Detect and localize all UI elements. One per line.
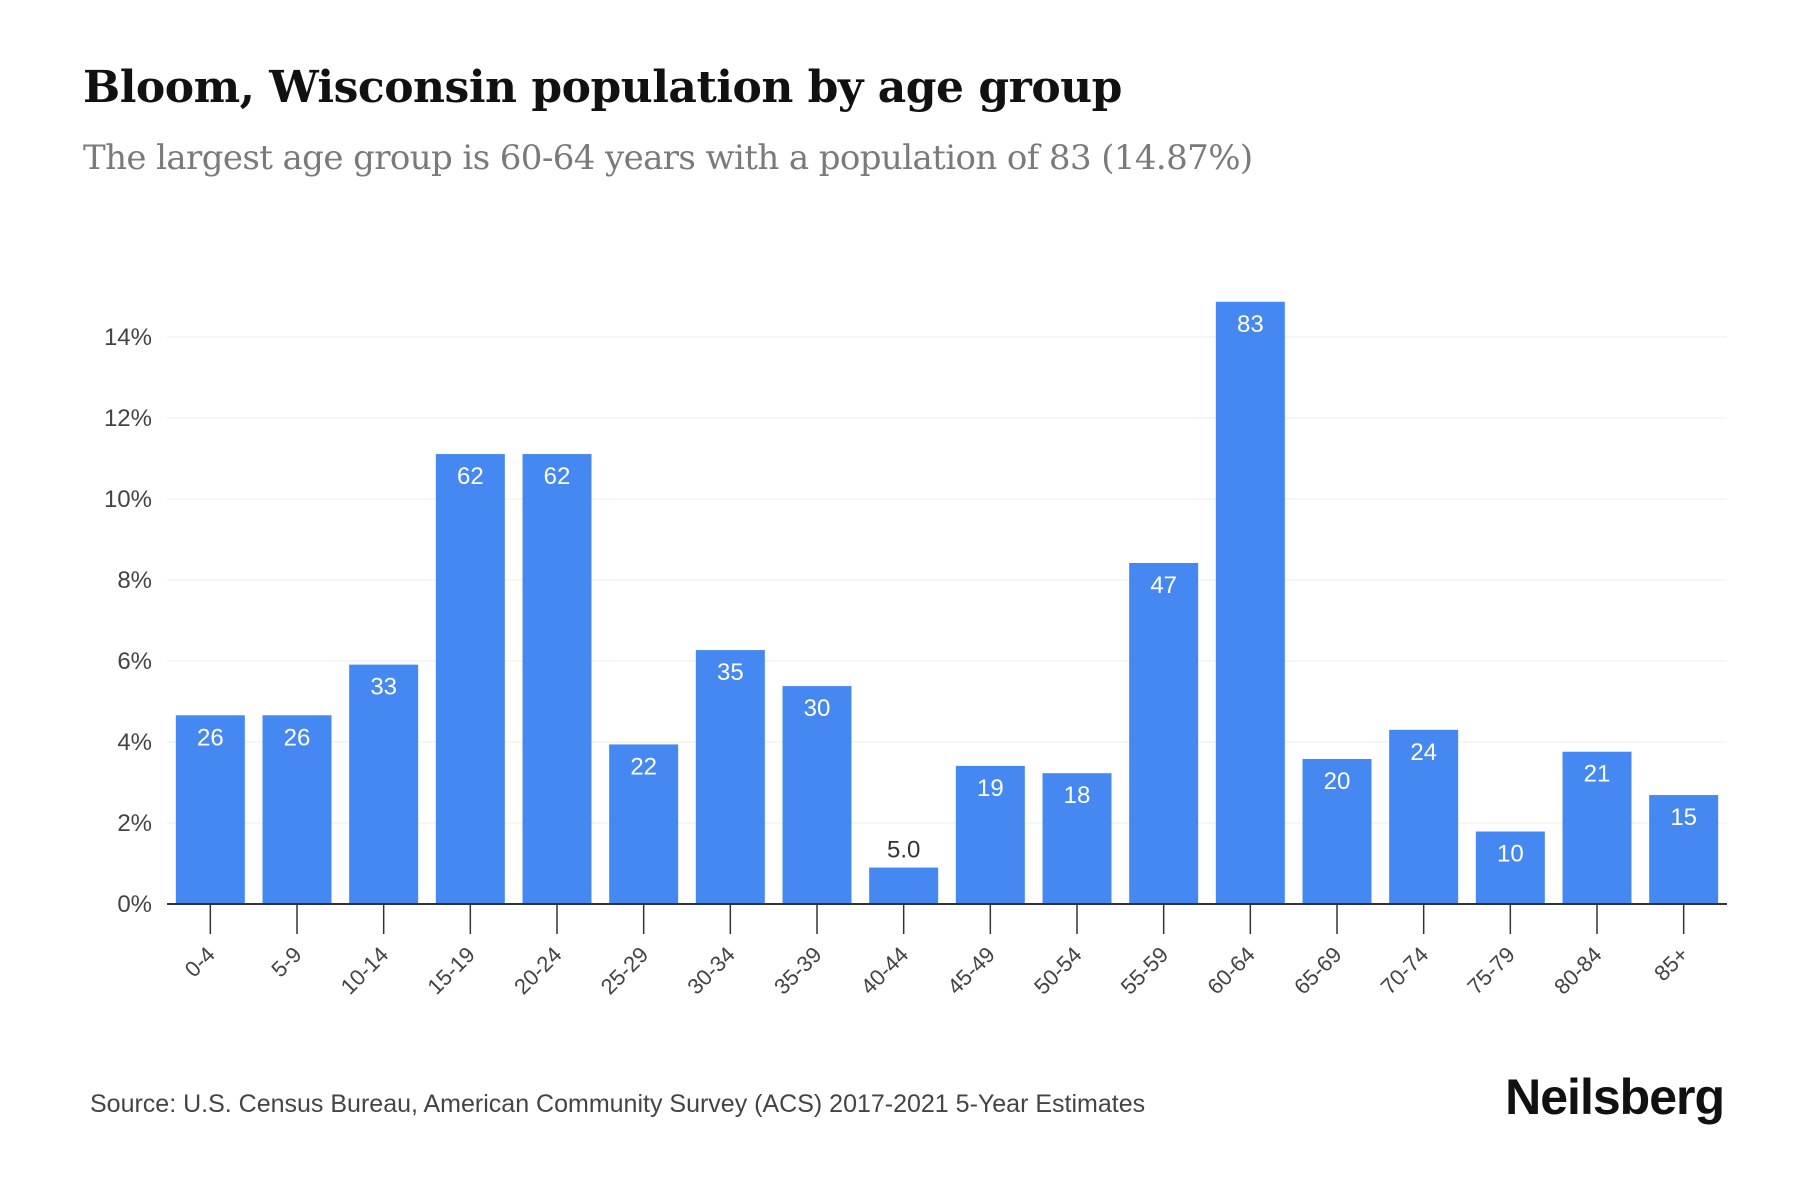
bar-65-69 — [1302, 759, 1372, 904]
x-tick-label: 35-39 — [769, 942, 826, 999]
bar-60-64 — [1215, 301, 1285, 904]
bar-value-label: 62 — [544, 463, 571, 490]
x-tick-label: 45-49 — [942, 942, 999, 999]
bar-value-label: 18 — [1064, 782, 1091, 809]
x-axis: 0-4 5-9 10-14 15-19 20-24 25-29 30-34 35-39 40-4… — [167, 903, 1727, 999]
grid-lines — [167, 336, 1727, 824]
bar-value-label: 20 — [1324, 768, 1351, 795]
y-tick-label: 6% — [117, 648, 152, 675]
bar-20-24 — [522, 454, 592, 904]
x-tick-label: 5-9 — [266, 942, 306, 982]
x-tick-label: 65-69 — [1289, 942, 1346, 999]
bar-value-label: 33 — [370, 674, 397, 701]
bar-75-79 — [1475, 831, 1545, 904]
bar-85+ — [1649, 795, 1719, 904]
bar-value-label: 24 — [1410, 739, 1437, 766]
chart-title: Bloom, Wisconsin population by age group — [83, 62, 1122, 113]
bar-25-29 — [609, 744, 679, 904]
bar-value-label: 26 — [197, 724, 224, 751]
x-tick-label: 0-4 — [180, 942, 220, 982]
x-tick-label: 25-29 — [596, 942, 653, 999]
bar-80-84 — [1562, 751, 1632, 904]
bar-value-label: 26 — [284, 724, 311, 751]
source-note: Source: U.S. Census Bureau, American Com… — [90, 1090, 1146, 1118]
bar-30-34 — [695, 650, 765, 904]
bar-value-label: 5.0 — [887, 837, 920, 864]
bar-35-39 — [782, 686, 852, 904]
bar-value-label: 62 — [457, 463, 484, 490]
x-tick-label: 10-14 — [336, 942, 393, 999]
bar-55-59 — [1129, 562, 1199, 904]
bar-70-74 — [1389, 729, 1459, 904]
x-tick-label: 30-34 — [682, 942, 739, 999]
bar-45-49 — [955, 765, 1025, 904]
x-tick-label: 40-44 — [856, 942, 913, 999]
x-tick-label: 60-64 — [1202, 942, 1259, 999]
bar-50-54 — [1042, 773, 1112, 904]
bar-value-label: 19 — [977, 775, 1004, 802]
bar-40-44 — [869, 867, 939, 904]
bar-value-label: 21 — [1584, 761, 1611, 788]
y-tick-label: 10% — [104, 486, 152, 513]
y-tick-label: 2% — [117, 810, 152, 837]
bar-value-label: 83 — [1237, 311, 1264, 338]
bars: 26 26 33 62 62 22 35 30 5.0 19 18 47 83 20 24 10 21 15 — [175, 301, 1719, 904]
bar-10-14 — [349, 664, 419, 904]
neilsberg-logo: Neilsberg — [1505, 1069, 1725, 1125]
x-tick-label: 50-54 — [1029, 942, 1086, 999]
bar-value-label: 30 — [804, 695, 831, 722]
x-tick-label: 70-74 — [1376, 942, 1433, 999]
x-tick-label: 55-59 — [1116, 942, 1173, 999]
bar-value-label: 35 — [717, 659, 744, 686]
y-tick-label: 8% — [117, 567, 152, 594]
bar-value-label: 10 — [1497, 841, 1524, 868]
bar-0-4 — [175, 715, 245, 904]
bar-value-label: 15 — [1670, 804, 1697, 831]
x-tick-label: 15-19 — [422, 942, 479, 999]
bar-value-label: 47 — [1150, 572, 1177, 599]
bar-15-19 — [435, 454, 505, 904]
x-tick-label: 75-79 — [1462, 942, 1519, 999]
x-tick-label: 20-24 — [509, 942, 566, 999]
y-tick-label: 14% — [104, 324, 152, 351]
bar-5-9 — [262, 715, 332, 904]
x-tick-label: 80-84 — [1549, 942, 1606, 999]
chart-subtitle: The largest age group is 60-64 years wit… — [83, 138, 1253, 178]
y-tick-label: 0% — [117, 891, 152, 918]
y-tick-label: 4% — [117, 729, 152, 756]
y-tick-label: 12% — [104, 405, 152, 432]
bar-value-label: 22 — [630, 753, 657, 780]
y-axis: 0% 2% 4% 6% 8% 10% 12% 14% — [104, 324, 152, 918]
x-tick-label: 85+ — [1649, 942, 1693, 986]
